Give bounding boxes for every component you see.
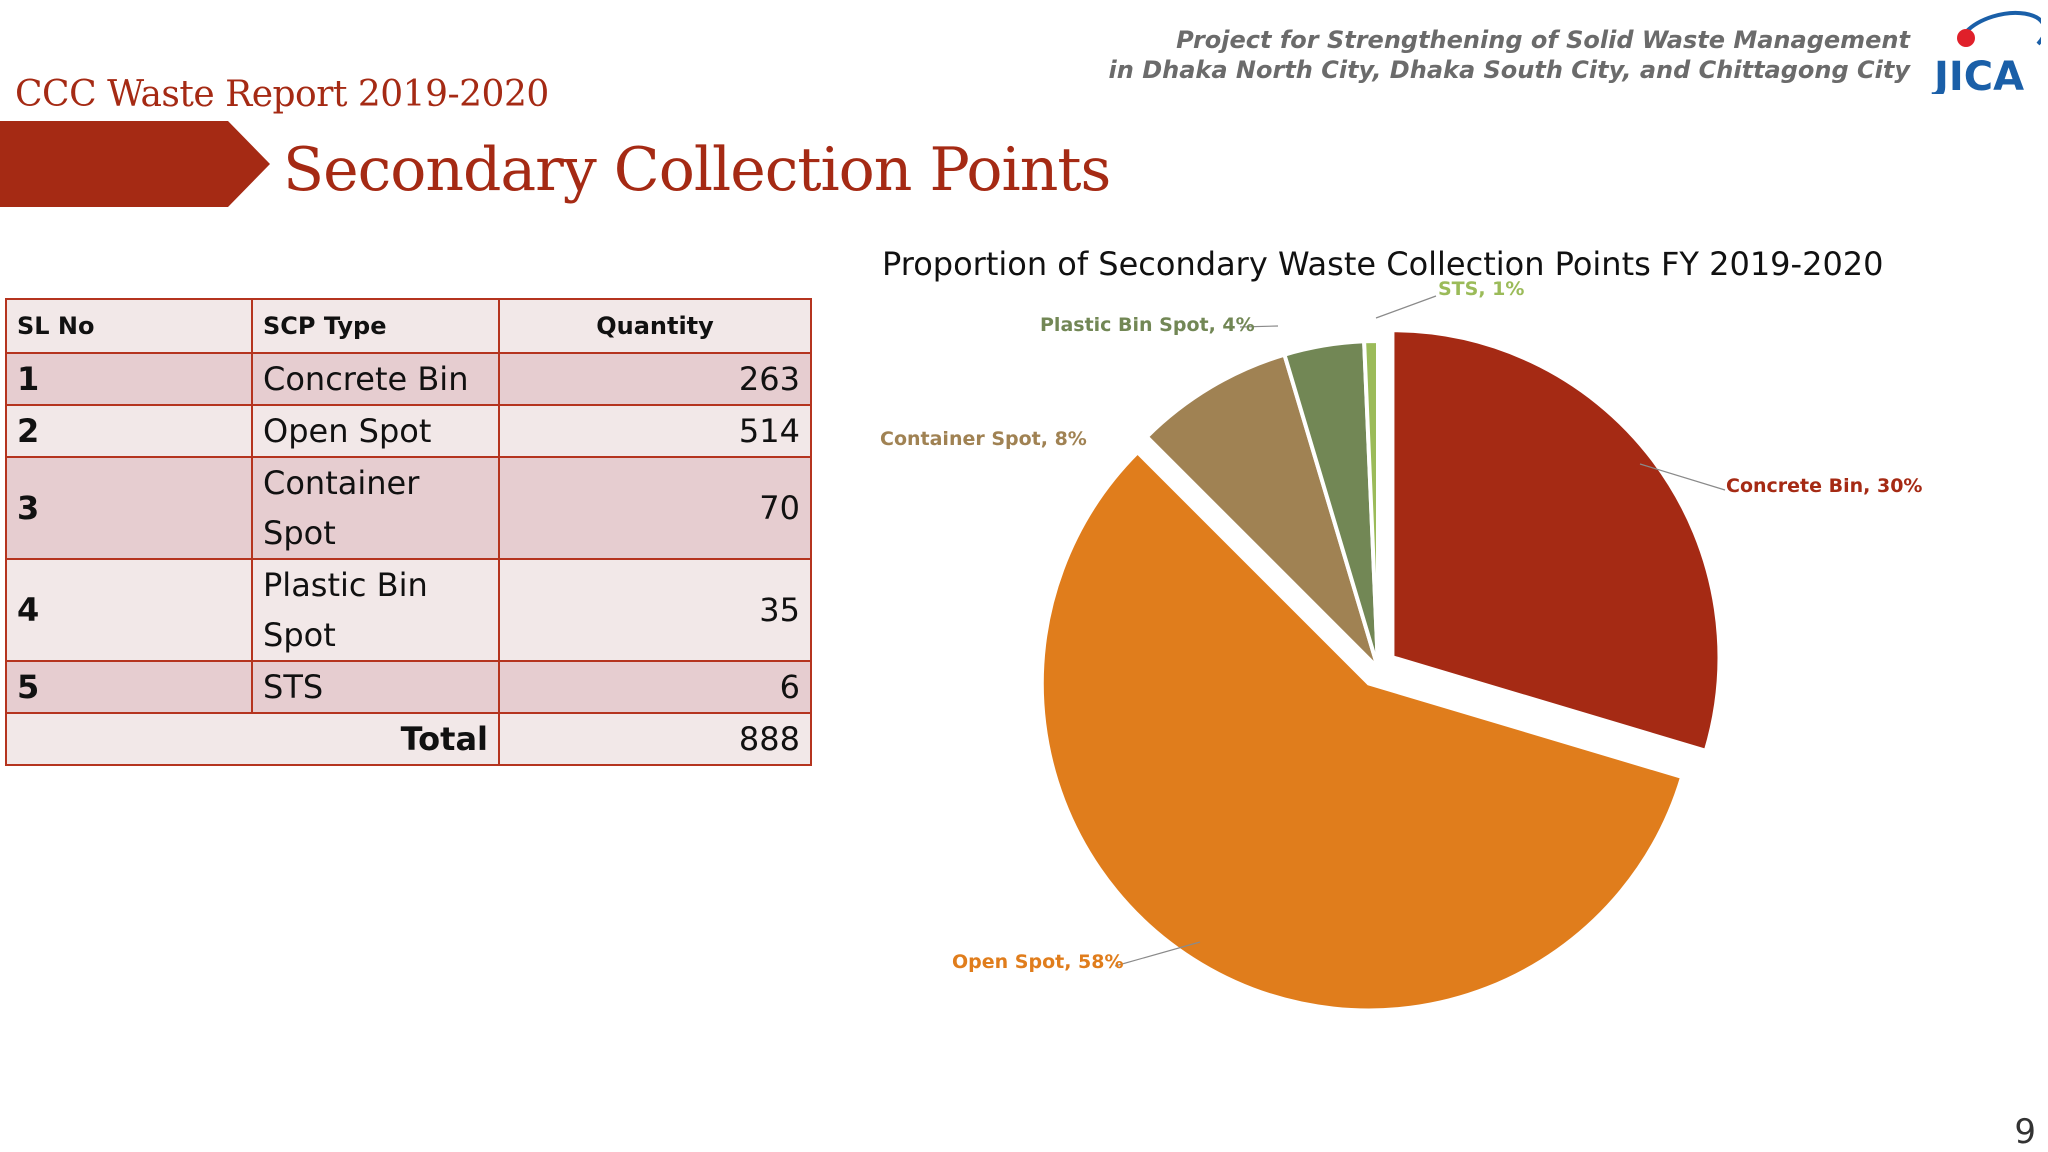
scp-type-cell: Open Spot <box>251 404 500 458</box>
table-row: 1 Concrete Bin 263 <box>5 352 812 406</box>
leader-line <box>1114 941 1201 967</box>
total-label-cell: Total <box>5 712 500 766</box>
quantity-cell: 6 <box>498 660 812 714</box>
leader-line <box>1639 463 1726 491</box>
table-row: 4 Plastic Bin Spot 35 <box>5 558 812 662</box>
slide-title: Secondary Collection Points <box>283 135 1111 205</box>
pie-slice-container-spot <box>1143 352 1380 670</box>
header-sl-no: SL No <box>5 298 253 354</box>
sl-no-cell: 2 <box>5 404 253 458</box>
scp-type-cell: Plastic Bin Spot <box>251 558 500 662</box>
quantity-cell: 263 <box>498 352 812 406</box>
data-label-container-spot: Container Spot, 8% <box>880 428 1087 450</box>
page-number: 9 <box>2014 1112 2036 1152</box>
data-label-plastic-bin-spot: Plastic Bin Spot, 4% <box>1040 314 1255 336</box>
project-title-line-2: in Dhaka North City, Dhaka South City, a… <box>1108 56 1910 84</box>
quantity-cell: 35 <box>498 558 812 662</box>
data-label-concrete-bin: Concrete Bin, 30% <box>1726 475 1922 497</box>
pie-slice-concrete-bin <box>1390 328 1722 754</box>
pie-slice-open-spot <box>1039 449 1685 1013</box>
table-row: 3 Container Spot 70 <box>5 456 812 560</box>
table-header-row: SL No SCP Type Quantity <box>5 298 812 354</box>
scp-type-cell: STS <box>251 660 500 714</box>
sl-no-cell: 5 <box>5 660 253 714</box>
table-row: 5 STS 6 <box>5 660 812 714</box>
sl-no-cell: 1 <box>5 352 253 406</box>
leader-line <box>1239 325 1279 328</box>
table-total-row: Total 888 <box>5 712 812 766</box>
jica-logo-text: JICA <box>1931 54 2024 94</box>
header-quantity: Quantity <box>498 298 812 354</box>
sl-no-cell: 3 <box>5 456 253 560</box>
table-row: 2 Open Spot 514 <box>5 404 812 458</box>
quantity-cell: 70 <box>498 456 812 560</box>
scp-type-cell: Concrete Bin <box>251 352 500 406</box>
quantity-cell: 514 <box>498 404 812 458</box>
leader-line <box>1375 295 1437 319</box>
data-label-open-spot: Open Spot, 58% <box>952 951 1124 973</box>
total-value-cell: 888 <box>498 712 812 766</box>
report-title: CCC Waste Report 2019-2020 <box>15 74 549 115</box>
sl-no-cell: 4 <box>5 558 253 662</box>
header-scp-type: SCP Type <box>251 298 500 354</box>
title-arrow-banner <box>0 121 270 207</box>
project-title-line-1: Project for Strengthening of Solid Waste… <box>1176 26 1910 54</box>
data-label-sts: STS, 1% <box>1438 278 1524 300</box>
pie-slice-sts <box>1362 338 1380 669</box>
scp-table: SL No SCP Type Quantity 1 Concrete Bin 2… <box>5 298 812 766</box>
scp-type-cell: Container Spot <box>251 456 500 560</box>
chart-title: Proportion of Secondary Waste Collection… <box>882 245 1884 283</box>
jica-logo: JICA <box>1931 10 2041 94</box>
